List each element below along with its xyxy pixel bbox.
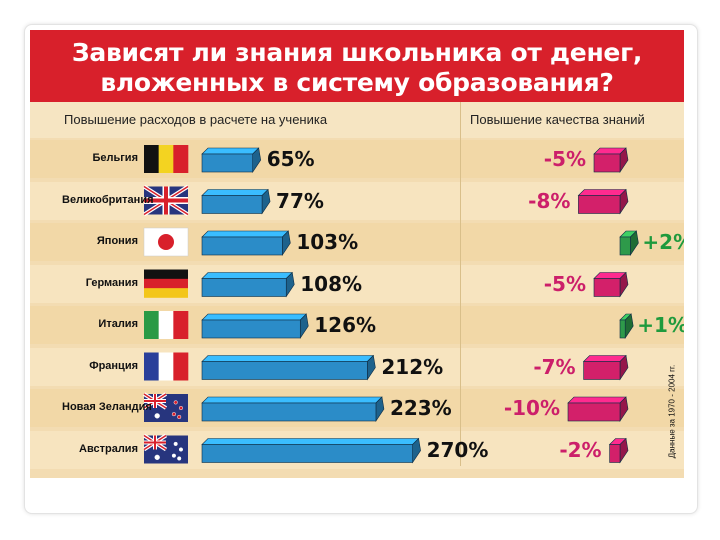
spend-value-label: 223% xyxy=(389,396,452,420)
italy-flag-stripe-2-4 xyxy=(173,311,189,339)
quality-bar xyxy=(578,195,621,214)
spend-value-label: 65% xyxy=(266,147,315,171)
chart-row xyxy=(30,140,684,178)
germany-flag-stripe-0-3 xyxy=(144,269,188,280)
quality-value-label: -5% xyxy=(543,271,586,296)
quality-bar xyxy=(567,402,621,422)
quality-bar xyxy=(593,153,621,173)
data-note-text: Данные за 1970 - 2004 гг. xyxy=(667,364,677,459)
france-flag-stripe-2-5 xyxy=(173,352,189,381)
category-label: Италия xyxy=(98,318,138,330)
data-note: Данные за 1970 - 2004 гг. xyxy=(662,342,682,478)
quality-bar xyxy=(593,278,621,297)
belgium-flag-stripe-1-0 xyxy=(158,145,174,173)
spend-bar-top xyxy=(201,396,383,404)
australia-flag-cross-red-7 xyxy=(144,435,166,450)
spend-bar xyxy=(201,361,368,380)
quality-value-label: +1% xyxy=(637,313,684,337)
chart-row xyxy=(30,306,684,344)
spend-bar xyxy=(201,444,413,463)
spend-bar-top xyxy=(201,272,293,279)
quality-value-label: -5% xyxy=(543,147,586,171)
spend-bar xyxy=(201,236,283,256)
germany-flag-stripe-2-3 xyxy=(144,288,188,298)
australia-flag-star-0-7 xyxy=(173,441,178,446)
spend-value-label: 126% xyxy=(314,313,377,337)
australia-flag-star-4-7 xyxy=(154,454,160,460)
spend-header: Повышение расходов в расчете на ученика xyxy=(64,112,328,127)
france-flag-stripe-1-5 xyxy=(158,352,174,381)
australia-flag-star-2-7 xyxy=(171,453,176,458)
quality-value-label: -2% xyxy=(559,437,602,462)
spend-value-label: 77% xyxy=(276,188,324,213)
spend-value-label: 108% xyxy=(300,271,363,296)
new-zealand-flag-star-2-6 xyxy=(171,412,176,417)
uk-flag-cross-red-1 xyxy=(144,186,188,215)
new-zealand-flag-star-1-6 xyxy=(178,405,184,411)
spend-value-label: 270% xyxy=(426,437,489,462)
new-zealand-flag-cross-red-6 xyxy=(144,394,166,408)
infographic: Зависят ли знания школьника от денег, вл… xyxy=(30,30,684,478)
category-label: Великобритания xyxy=(62,193,154,206)
bar-chart xyxy=(142,145,639,464)
quality-value-label: -7% xyxy=(533,354,576,379)
new-zealand-flag-star-0-6 xyxy=(173,400,178,405)
chart-row xyxy=(30,264,684,303)
category-label: Япония xyxy=(96,235,138,247)
spend-bar-top xyxy=(201,230,290,238)
spend-bar xyxy=(201,195,263,214)
quality-bar xyxy=(619,236,631,256)
new-zealand-flag-star-4-6 xyxy=(154,413,160,419)
quality-bar-top xyxy=(582,355,627,362)
column-divider xyxy=(460,102,461,466)
category-label: Австралия xyxy=(79,442,138,455)
chart-row xyxy=(30,181,684,220)
spend-bar xyxy=(201,319,301,339)
quality-value-label: -10% xyxy=(503,396,560,420)
australia-flag-star-1-7 xyxy=(178,447,184,452)
quality-header: Повышение качества знаний xyxy=(470,112,645,127)
spend-bar-top xyxy=(201,147,260,155)
spend-bar-top xyxy=(201,189,269,196)
spend-bar xyxy=(201,153,254,173)
spend-bar xyxy=(201,278,287,297)
title-line-1: Зависят ли знания школьника от денег, xyxy=(71,38,643,67)
spend-bar xyxy=(201,402,377,422)
spend-bar-top xyxy=(201,438,420,445)
category-label: Бельгия xyxy=(92,152,138,164)
category-label: Новая Зеландия xyxy=(62,401,152,413)
france-flag-stripe-0-5 xyxy=(144,352,159,381)
quality-value-label: +2% xyxy=(642,230,684,254)
italy-flag-stripe-1-4 xyxy=(158,311,174,339)
spend-value-label: 212% xyxy=(381,354,444,379)
belgium-flag-stripe-2-0 xyxy=(173,145,189,173)
quality-bar xyxy=(609,444,621,463)
category-label: Франция xyxy=(89,359,138,372)
spend-bar-top xyxy=(201,313,308,321)
japan-flag-disc-2 xyxy=(158,234,174,250)
title-band: Зависят ли знания школьника от денег, вл… xyxy=(30,30,684,102)
spend-value-label: 103% xyxy=(296,230,359,254)
category-label: Германия xyxy=(85,276,138,289)
germany-flag-stripe-1-3 xyxy=(144,278,188,289)
header-band: Повышение расходов в расчете на ученика … xyxy=(30,102,684,138)
quality-bar xyxy=(619,319,626,339)
italy-flag-stripe-0-4 xyxy=(144,311,159,339)
quality-bar-top xyxy=(577,189,627,196)
australia-flag-star-3-7 xyxy=(177,456,182,461)
quality-bar xyxy=(583,361,621,380)
quality-value-label: -8% xyxy=(528,188,571,213)
title-line-2: вложенных в систему образования? xyxy=(100,68,614,97)
chart-row xyxy=(30,223,684,261)
quality-bar-top xyxy=(567,396,627,404)
new-zealand-flag-star-3-6 xyxy=(177,414,182,420)
spend-bar-top xyxy=(201,355,375,362)
belgium-flag-stripe-0-0 xyxy=(144,145,159,173)
